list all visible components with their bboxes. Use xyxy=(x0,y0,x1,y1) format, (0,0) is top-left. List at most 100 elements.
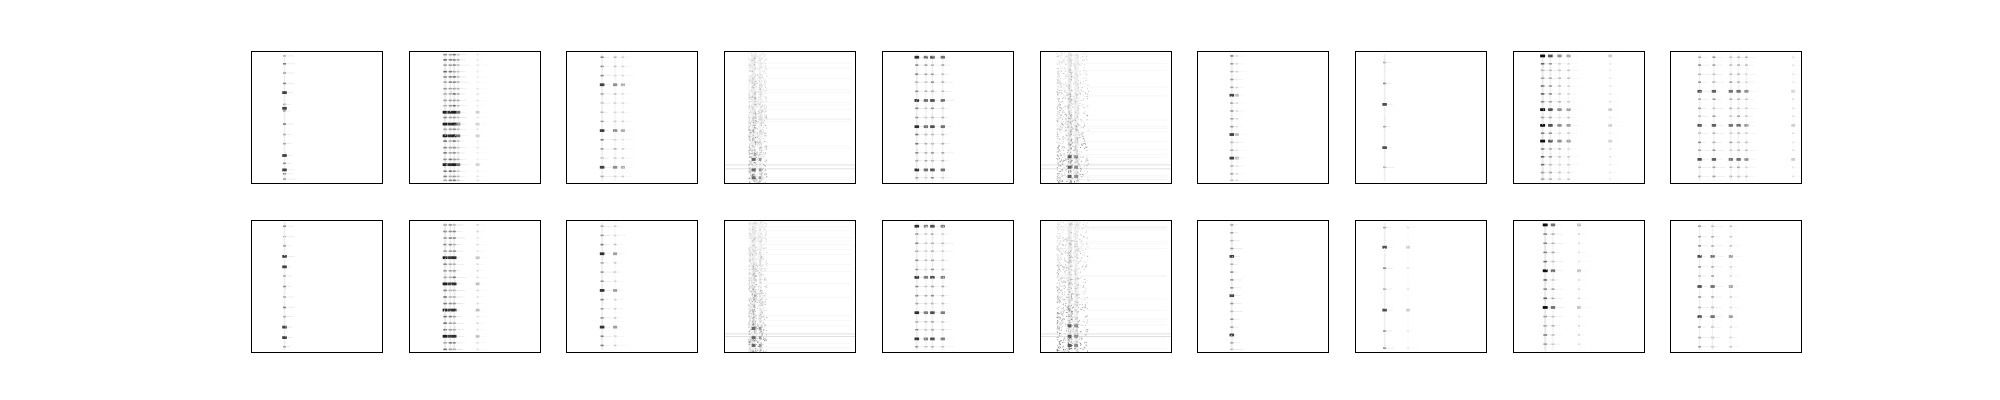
heatmap-r1c2 xyxy=(442,53,488,183)
stripe-r2c10-0 xyxy=(1697,221,1711,350)
heatmap-r2c4 xyxy=(725,221,856,352)
diffuse-band-r1c4 xyxy=(748,52,852,183)
panel-r2c8 xyxy=(1354,220,1487,353)
band-r2c4-0 xyxy=(725,333,856,335)
stripe-r1c6-0 xyxy=(1067,52,1073,183)
stripe-r1c9-3 xyxy=(1566,54,1580,181)
stripe-r1c5-2 xyxy=(929,53,944,183)
heatmap-r1c10 xyxy=(1697,53,1802,183)
stripe-r1c10-0 xyxy=(1697,54,1712,181)
stripe-r2c2-3 xyxy=(475,223,489,351)
heatmap-r1c3 xyxy=(600,53,635,183)
stripe-r2c2-2 xyxy=(451,222,466,351)
panel-r2c10 xyxy=(1670,220,1803,353)
stripe-r1c10-4 xyxy=(1744,53,1758,181)
stripe-r1c10-3 xyxy=(1736,54,1751,181)
heatmap-r2c2 xyxy=(442,221,489,351)
stripe-r1c2-4 xyxy=(475,53,488,182)
panel-r1c7 xyxy=(1197,51,1330,184)
heatmap-r1c9 xyxy=(1539,52,1620,183)
panel-r1c2 xyxy=(408,51,541,184)
band-r1c4-1 xyxy=(725,168,856,170)
stripe-r1c8-0 xyxy=(1382,54,1395,181)
stripe-r1c9-0 xyxy=(1539,52,1554,181)
stripe-r1c9-2 xyxy=(1556,54,1571,181)
heatmap-r2c8 xyxy=(1382,221,1419,350)
stripe-r1c5-0 xyxy=(914,54,929,181)
stripe-r2c7-0 xyxy=(1229,221,1244,351)
stripe-r1c6-1 xyxy=(1073,52,1079,183)
stripe-r2c6-0 xyxy=(1067,221,1073,352)
panel-r1c5 xyxy=(881,51,1014,184)
stripe-r1c4-1 xyxy=(758,52,763,183)
panel-r2c6 xyxy=(1039,220,1172,353)
diffuse-band-r1c6 xyxy=(1056,52,1167,183)
stripe-r1c4-0 xyxy=(751,53,757,182)
stripe-r1c5-3 xyxy=(940,54,954,181)
panel-r2c5 xyxy=(881,220,1014,353)
stripe-r2c5-0 xyxy=(914,223,928,350)
band-r1c6-0 xyxy=(1040,164,1171,166)
heatmap-r1c5 xyxy=(914,53,954,183)
heatmap-r1c7 xyxy=(1229,52,1248,182)
stripe-r1c9-1 xyxy=(1547,54,1562,183)
stripe-r1c10-1 xyxy=(1712,54,1726,183)
heatmap-r2c5 xyxy=(914,221,954,350)
stripe-r2c5-3 xyxy=(940,223,954,350)
heatmap-r2c3 xyxy=(600,222,627,352)
panel-r2c2 xyxy=(408,220,541,353)
stripe-r1c1-0 xyxy=(282,53,297,183)
stripe-r1c3-0 xyxy=(600,54,615,181)
panel-r2c7 xyxy=(1197,220,1330,353)
stripe-r1c2-3 xyxy=(455,53,470,183)
stripe-r2c9-0 xyxy=(1542,223,1556,352)
panel-r2c4 xyxy=(724,220,857,353)
stripe-r1c7-1 xyxy=(1235,52,1248,182)
panel-r1c10 xyxy=(1670,51,1803,184)
stripe-r2c5-2 xyxy=(929,222,944,350)
heatmap-r1c6 xyxy=(1040,52,1171,183)
panel-r1c6 xyxy=(1039,51,1172,184)
heatmap-r2c1 xyxy=(282,222,295,350)
band-r2c6-0 xyxy=(1040,333,1171,335)
stripe-r1c10-5 xyxy=(1791,53,1802,181)
stripe-r2c3-0 xyxy=(600,223,614,350)
stripe-r2c9-2 xyxy=(1576,222,1590,351)
stripe-r2c3-1 xyxy=(613,222,627,352)
stripe-r2c9-1 xyxy=(1550,222,1565,350)
heatmap-r1c1 xyxy=(282,53,297,183)
stripe-r2c1-0 xyxy=(282,222,295,350)
diffuse-band-r2c4 xyxy=(748,221,852,352)
stripe-r1c9-4 xyxy=(1607,52,1620,181)
panel-r1c8 xyxy=(1354,51,1487,184)
heatmap-r2c7 xyxy=(1229,221,1244,351)
panel-r1c1 xyxy=(251,51,383,184)
stripe-r2c10-1 xyxy=(1710,221,1725,350)
heatmap-r2c10 xyxy=(1697,221,1742,350)
panel-r2c9 xyxy=(1512,220,1645,353)
stripe-r2c8-0 xyxy=(1382,223,1395,350)
band-r2c4-1 xyxy=(725,336,856,337)
heatmap-r2c9 xyxy=(1542,222,1590,352)
heatmap-r1c8 xyxy=(1382,54,1395,181)
stripe-r1c10-2 xyxy=(1728,54,1743,181)
heatmap-r2c6 xyxy=(1040,221,1171,352)
panel-r2c3 xyxy=(566,220,699,353)
heatmap-r1c4 xyxy=(725,52,856,183)
stripe-r2c5-1 xyxy=(923,221,938,350)
stripe-r1c3-2 xyxy=(621,53,635,181)
stripe-r2c2-1 xyxy=(447,223,462,351)
panel-r2c1 xyxy=(251,220,383,353)
panel-r1c3 xyxy=(566,51,699,184)
band-r2c6-1 xyxy=(1040,336,1171,337)
stripe-r2c6-1 xyxy=(1073,221,1079,352)
panel-r1c9 xyxy=(1512,51,1645,184)
stripe-r1c3-1 xyxy=(613,54,627,183)
band-r1c6-1 xyxy=(1040,168,1171,170)
panel-r1c4 xyxy=(724,51,857,184)
diffuse-band-r2c6 xyxy=(1056,221,1167,352)
stripe-r1c7-0 xyxy=(1229,54,1244,182)
stripe-r2c4-0 xyxy=(751,221,757,352)
